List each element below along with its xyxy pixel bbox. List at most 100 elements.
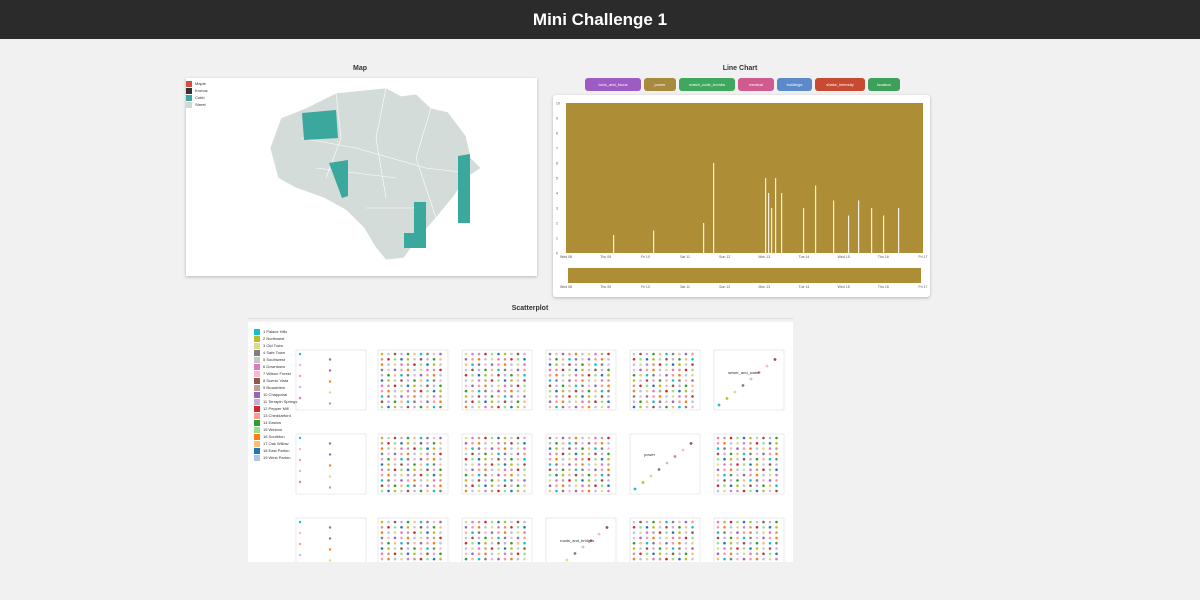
scatter-svg[interactable]: sewer_and_water power roads_and_bridges (248, 322, 793, 562)
scatter-cell[interactable] (377, 517, 449, 562)
scatter-point (555, 358, 558, 361)
scatter-point (400, 352, 403, 356)
scatter-point (413, 557, 416, 561)
scatter-point (548, 352, 552, 356)
scatter-point (406, 400, 410, 403)
scatter-cell[interactable] (713, 517, 785, 562)
scatter-point (548, 373, 552, 377)
scatter-cell[interactable] (295, 517, 367, 562)
scatter-point (503, 531, 507, 534)
scatter-point (419, 452, 423, 456)
linechart-panel[interactable]: 0 1 2 3 4 5 6 7 8 9 10 Wed 08 Thu 09 Fri 10 Sat 11 Sun… (553, 95, 930, 297)
scatter-point (684, 531, 688, 534)
scatter-point (387, 463, 390, 466)
scatter-point (432, 520, 436, 524)
scatter-point (555, 363, 558, 366)
scatter-cell[interactable] (461, 433, 533, 495)
scatter-cell[interactable] (295, 349, 367, 411)
scatter-point (691, 520, 694, 524)
scatter-point (471, 368, 474, 372)
scatter-point (645, 536, 649, 540)
scatter-cell[interactable] (629, 517, 701, 562)
scatter-point (716, 473, 720, 477)
scatter-matrix[interactable]: 1 Palace Hills 2 Northwest 3 Old Town 4 Saf… (248, 322, 793, 562)
scatter-cell[interactable] (377, 433, 449, 495)
scatter-point (723, 436, 726, 440)
scatter-point (742, 520, 746, 524)
map-land[interactable] (269, 87, 482, 261)
scatter-point (607, 358, 610, 361)
scatter-cell[interactable] (545, 517, 617, 562)
scatter-point (762, 479, 765, 482)
scatter-point (419, 358, 423, 361)
scatter-point (600, 489, 604, 493)
scatter-point (594, 400, 597, 403)
scatter-cell[interactable] (545, 349, 617, 411)
scatter-point (426, 352, 429, 356)
scatter-point (477, 552, 481, 556)
scatter-point (639, 363, 642, 366)
map-svg[interactable] (186, 78, 537, 276)
scatter-cell[interactable] (545, 433, 617, 495)
category-button[interactable]: buildings (777, 78, 812, 91)
scatter-point (426, 447, 429, 450)
scatter-point (561, 352, 565, 356)
scatter-point (419, 384, 423, 388)
scatter-point (516, 520, 520, 524)
scatter-point (510, 352, 513, 356)
scatter-point (484, 363, 487, 366)
scatter-point (658, 373, 662, 377)
scatter-point (516, 552, 520, 556)
scatter-point (503, 526, 507, 529)
map-highlight-region[interactable] (302, 110, 338, 140)
scatter-point (419, 484, 423, 487)
scatter-cell[interactable] (461, 517, 533, 562)
scatter-point (775, 452, 778, 456)
scatter-point (464, 442, 468, 445)
scatter-point (775, 547, 778, 550)
category-button[interactable]: location (868, 78, 900, 91)
map-panel[interactable]: Maple Kronos Cobb Street (186, 78, 537, 276)
scatter-point (471, 489, 474, 493)
scatter-point (555, 395, 558, 398)
scatter-point (503, 384, 507, 388)
scatter-point (510, 379, 513, 382)
category-button[interactable]: medical (738, 78, 774, 91)
scatter-point (393, 468, 397, 472)
scatter-point (471, 358, 474, 361)
map-highlight-region[interactable] (329, 160, 348, 198)
category-button[interactable]: match_code_bombs (679, 78, 735, 91)
scatter-point (684, 379, 688, 382)
y-tick-label: 1 (556, 237, 558, 241)
map-highlight-region[interactable] (404, 202, 426, 248)
scatter-point (594, 436, 597, 440)
scatter-point (600, 447, 604, 450)
scatter-cell[interactable] (461, 349, 533, 411)
scatter-point (503, 473, 507, 477)
scatter-cell[interactable] (713, 433, 785, 495)
category-button[interactable]: toxic_and_focus (585, 78, 641, 91)
scatter-point (574, 463, 578, 466)
scatter-cell[interactable] (295, 433, 367, 495)
category-button[interactable]: power (644, 78, 676, 91)
scatter-point (413, 373, 416, 377)
scatter-point (678, 384, 681, 388)
scatter-point (716, 520, 720, 524)
y-tick-label: 9 (556, 117, 558, 121)
scatter-point (723, 547, 726, 550)
scatter-divider (248, 318, 793, 319)
linechart-svg[interactable]: 0 1 2 3 4 5 6 7 8 9 10 Wed 08 Thu 09 Fri 10 Sat 11 Sun… (553, 95, 930, 297)
category-button[interactable]: shake_intensity (815, 78, 865, 91)
scatter-point (581, 479, 584, 482)
scatter-cell[interactable] (377, 349, 449, 411)
y-axis: 0 1 2 3 4 5 6 7 8 9 10 (556, 102, 560, 256)
scatter-cell[interactable] (629, 349, 701, 411)
map-highlight-region[interactable] (458, 154, 470, 223)
scatter-cell[interactable] (713, 349, 785, 411)
scatter-cell[interactable] (629, 433, 701, 495)
scatter-point (400, 400, 403, 403)
brush-context[interactable] (568, 268, 921, 283)
area-series[interactable] (566, 103, 923, 253)
scatter-point (581, 489, 584, 493)
scatter-point (490, 452, 494, 456)
